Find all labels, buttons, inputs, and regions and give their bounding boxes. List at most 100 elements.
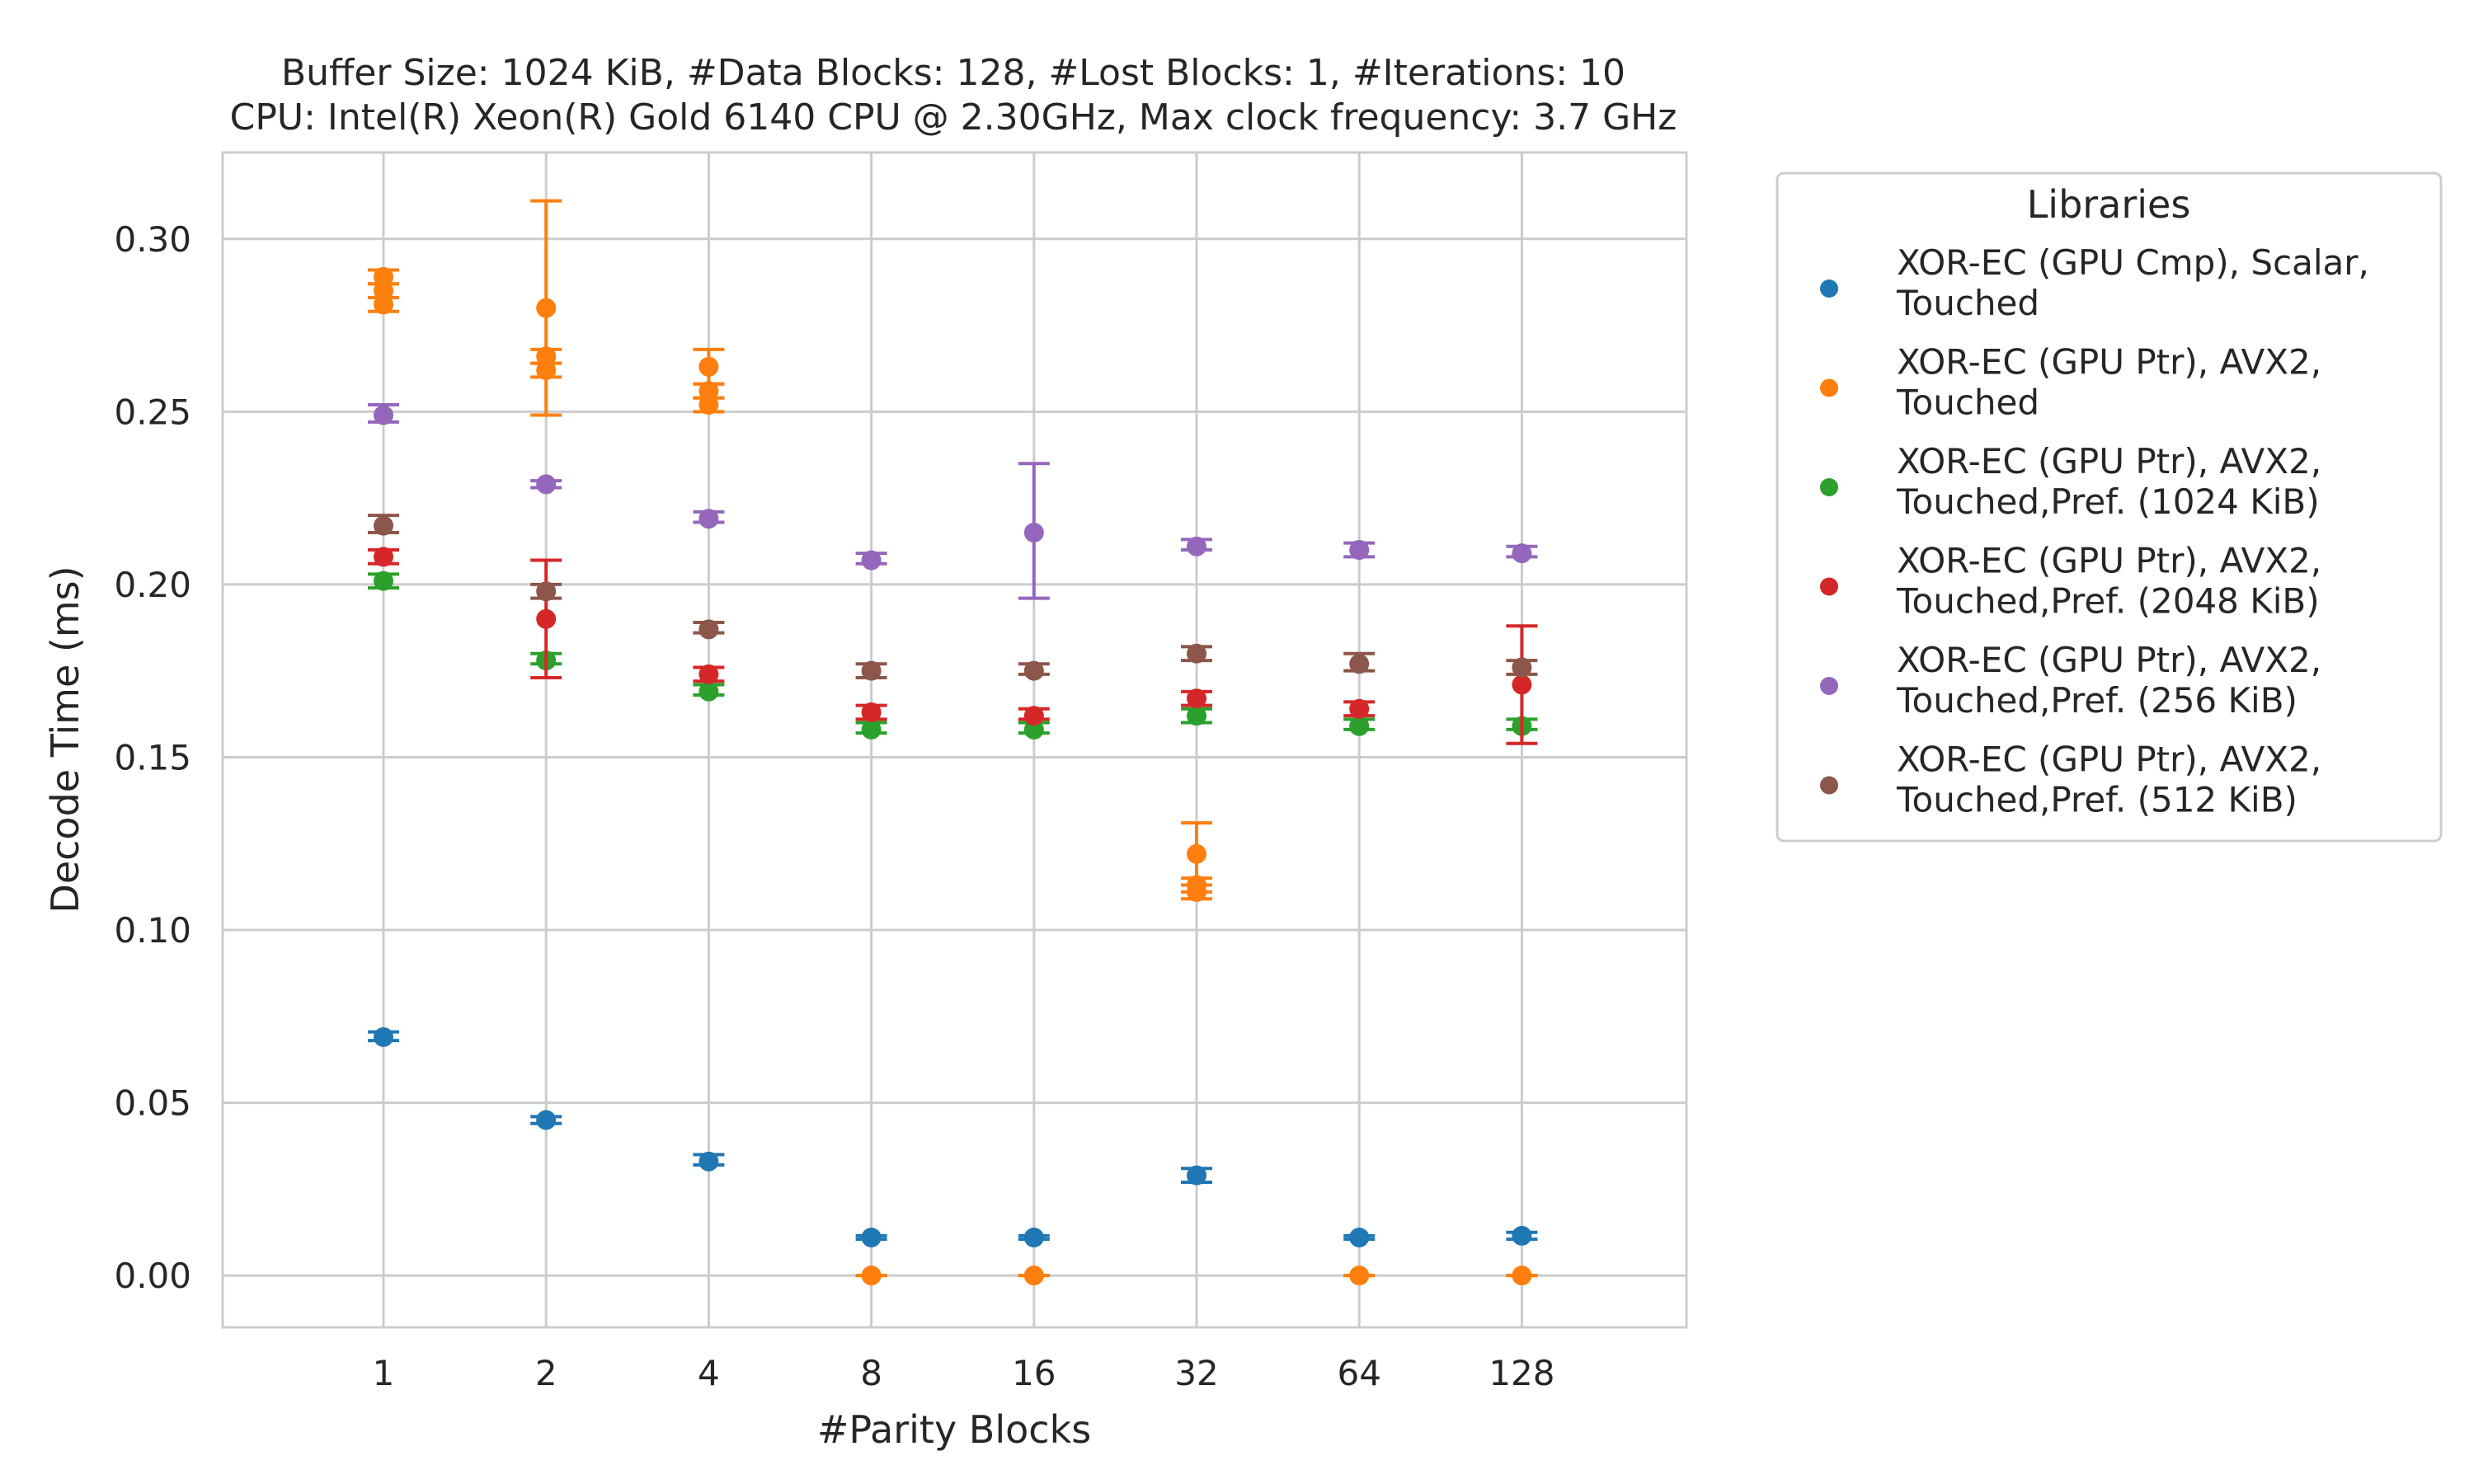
- data-point: [1349, 539, 1370, 560]
- chart-title: Buffer Size: 1024 KiB, #Data Blocks: 128…: [230, 52, 1677, 139]
- legend-label-line-2: Touched,Pref. (512 KiB): [1896, 780, 2298, 820]
- data-point: [698, 664, 719, 684]
- y-tick-label: 0.30: [114, 219, 191, 260]
- legend-label-line-1: XOR-EC (GPU Ptr), AVX2,: [1897, 441, 2321, 481]
- legend-item-1: XOR-EC (GPU Cmp), Scalar,Touched: [1820, 242, 2369, 323]
- data-point: [1023, 1266, 1044, 1286]
- legend-label-line-2: Touched: [1896, 383, 2039, 423]
- data-point: [1512, 1266, 1532, 1286]
- data-point: [698, 381, 719, 402]
- chart-title-line-2: CPU: Intel(R) Xeon(R) Gold 6140 CPU @ 2.…: [230, 96, 1677, 139]
- data-point: [536, 346, 557, 367]
- data-point: [861, 1228, 882, 1248]
- legend-item-2: XOR-EC (GPU Ptr), AVX2,Touched: [1820, 342, 2321, 423]
- data-point: [861, 550, 882, 571]
- data-point: [1023, 660, 1044, 681]
- y-tick-label: 0.00: [114, 1256, 191, 1296]
- data-point: [861, 719, 882, 740]
- data-point: [536, 360, 557, 381]
- data-point: [1187, 1165, 1206, 1186]
- legend-item-3: XOR-EC (GPU Ptr), AVX2,Touched,Pref. (10…: [1820, 441, 2321, 522]
- data-point: [536, 298, 557, 318]
- x-tick-label: 8: [860, 1353, 882, 1393]
- legend-marker: [1820, 378, 1838, 397]
- data-point: [1023, 1228, 1044, 1248]
- y-tick-label: 0.05: [114, 1083, 191, 1124]
- legend-marker: [1820, 279, 1838, 298]
- data-point: [536, 581, 557, 602]
- legend-marker: [1820, 478, 1838, 496]
- data-point: [698, 619, 719, 640]
- data-point: [1349, 1266, 1370, 1286]
- data-point: [698, 394, 719, 415]
- legend-label-line-1: XOR-EC (GPU Ptr), AVX2,: [1897, 541, 2321, 581]
- data-point: [374, 266, 393, 287]
- data-point: [1187, 536, 1206, 556]
- legend-label-line-2: Touched,Pref. (1024 KiB): [1896, 481, 2320, 522]
- series-2: [368, 199, 1538, 1286]
- data-point: [374, 294, 393, 315]
- legend-label-line-1: XOR-EC (GPU Cmp), Scalar,: [1897, 242, 2369, 283]
- data-point: [536, 608, 557, 629]
- data-point: [1023, 719, 1044, 740]
- legend-label-line-1: XOR-EC (GPU Ptr), AVX2,: [1897, 342, 2321, 383]
- y-tick-label: 0.25: [114, 392, 191, 432]
- data-point: [698, 681, 719, 702]
- data-point: [1187, 688, 1206, 709]
- data-point: [1023, 523, 1044, 543]
- x-axis-ticks: 1 2 4 8 16 32 64 128: [373, 1353, 1555, 1393]
- x-tick-label: 64: [1337, 1353, 1380, 1393]
- data-point: [1187, 706, 1206, 726]
- data-point: [1187, 643, 1206, 664]
- data-point: [374, 515, 393, 536]
- legend-label-line-1: XOR-EC (GPU Ptr), AVX2,: [1897, 640, 2321, 680]
- data-point: [374, 1026, 393, 1047]
- gridlines: [223, 153, 1686, 1327]
- data-point: [1187, 881, 1206, 902]
- data-point: [374, 547, 393, 567]
- data-point: [861, 702, 882, 722]
- data-point: [1023, 706, 1044, 726]
- legend-marker: [1820, 677, 1838, 695]
- legend-marker: [1820, 577, 1838, 596]
- x-tick-label: 4: [698, 1353, 720, 1393]
- y-tick-label: 0.20: [114, 565, 191, 605]
- data-point: [698, 509, 719, 529]
- data-point: [1512, 543, 1532, 564]
- data-point: [861, 660, 882, 681]
- data-point: [536, 474, 557, 495]
- chart-title-line-1: Buffer Size: 1024 KiB, #Data Blocks: 128…: [281, 52, 1625, 94]
- legend-box: [1776, 171, 2443, 843]
- data-point: [1512, 1225, 1532, 1246]
- legend-label-line-2: Touched,Pref. (2048 KiB): [1896, 581, 2320, 622]
- data-point: [861, 1266, 882, 1286]
- legend-item-4: XOR-EC (GPU Ptr), AVX2,Touched,Pref. (20…: [1820, 541, 2321, 622]
- legend-label-line-2: Touched: [1896, 283, 2039, 323]
- x-axis-label: #Parity Blocks: [817, 1407, 1091, 1452]
- data-point: [536, 1110, 557, 1130]
- series-1: [368, 1026, 1538, 1248]
- data-point: [1187, 843, 1206, 864]
- series-4: [368, 547, 1538, 745]
- data-point: [374, 280, 393, 301]
- legend-marker: [1820, 776, 1838, 795]
- x-tick-label: 128: [1489, 1353, 1554, 1393]
- y-axis-label: Decode Time (ms): [43, 566, 87, 913]
- series-6: [368, 514, 1538, 681]
- data-point: [1349, 1228, 1370, 1248]
- data-point: [374, 405, 393, 425]
- data-series: [368, 199, 1538, 1286]
- series-5: [368, 402, 1538, 600]
- data-point: [374, 571, 393, 591]
- x-tick-label: 16: [1012, 1353, 1056, 1393]
- legend-label-line-2: Touched,Pref. (256 KiB): [1896, 680, 2298, 721]
- x-tick-label: 2: [535, 1353, 557, 1393]
- y-tick-label: 0.10: [114, 910, 191, 951]
- legend: Libraries XOR-EC (GPU Cmp), Scalar,Touch…: [1776, 171, 2443, 843]
- plot-frame: [221, 151, 1688, 1329]
- legend-item-6: XOR-EC (GPU Ptr), AVX2,Touched,Pref. (51…: [1820, 740, 2321, 820]
- data-point: [1349, 716, 1370, 736]
- x-tick-label: 32: [1174, 1353, 1218, 1393]
